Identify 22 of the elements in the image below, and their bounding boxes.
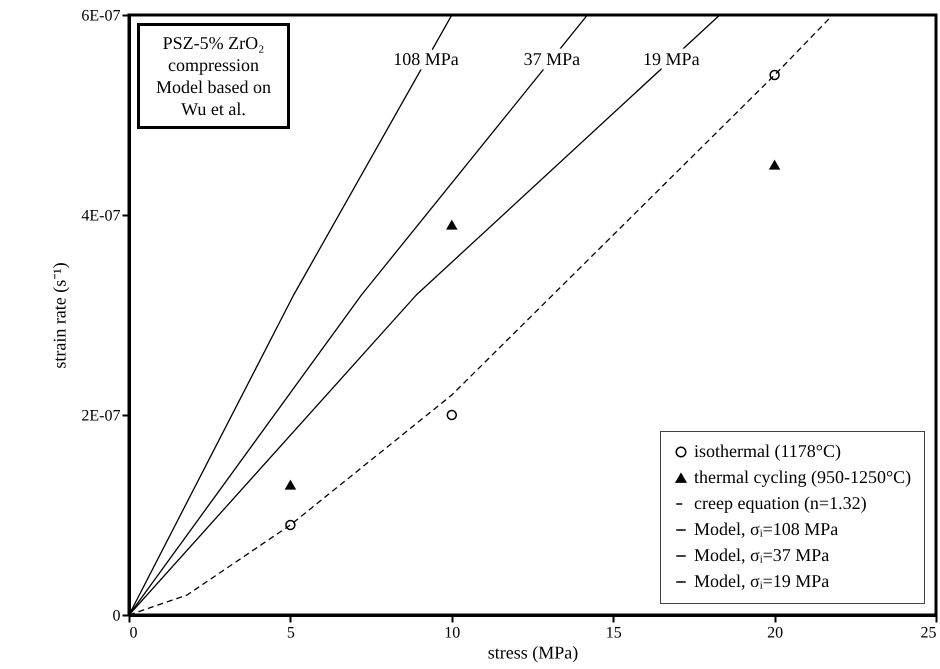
y-tick-label: 6E-07 (81, 8, 120, 24)
x-tick-label: 10 (444, 624, 460, 642)
legend-label: Model, σᵢ=37 MPa (694, 545, 830, 565)
x-axis-title: stress (MPa) (488, 642, 578, 662)
annotation: compression (167, 54, 260, 76)
annotation: Model based on (155, 76, 272, 98)
annotation: PSZ-5% ZrO₂ (162, 32, 266, 54)
y-tick-label: 2E-07 (81, 408, 120, 424)
annotation: Wu et al. (180, 98, 247, 120)
legend-label: isothermal (1178°C) (694, 441, 842, 461)
legend-label: Model, σᵢ=19 MPa (694, 571, 830, 591)
y-tick-label: 0 (112, 608, 120, 624)
x-tick-label: 15 (606, 624, 622, 642)
legend-label: thermal cycling (950-1250°C) (694, 467, 912, 487)
legend-label: Model, σᵢ=108 MPa (694, 519, 838, 539)
legend-label: creep equation (n=1.32) (694, 493, 867, 513)
x-tick-label: 5 (286, 624, 295, 642)
x-tick-label: 25 (920, 624, 936, 642)
x-tick-label: 0 (130, 624, 138, 642)
y-tick-label: 4E-07 (81, 208, 120, 224)
x-tick-label: 20 (767, 624, 784, 642)
y-axis-title: strain rate (s⁻¹) (49, 262, 70, 369)
